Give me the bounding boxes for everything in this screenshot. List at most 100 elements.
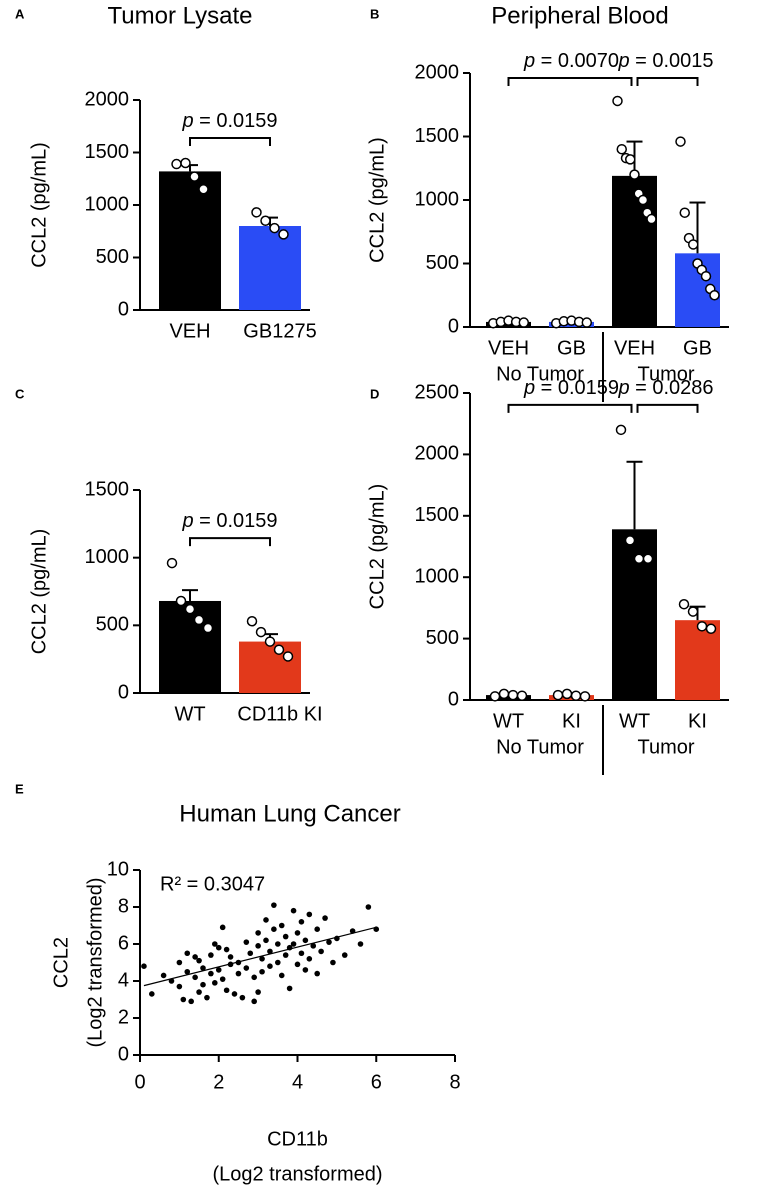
- data-point: [625, 154, 636, 165]
- y-tick-label: 1500: [415, 125, 460, 147]
- x-tick-label: 4: [292, 1071, 303, 1093]
- data-point: [298, 950, 305, 957]
- trendline: [143, 926, 377, 987]
- y-tick-label: 10: [107, 858, 129, 880]
- y-tick-label: 2000: [415, 61, 460, 83]
- data-point: [679, 207, 690, 218]
- data-point: [251, 998, 257, 1005]
- bar: [159, 171, 221, 310]
- p-value: p = 0.0286: [617, 377, 713, 399]
- data-point: [269, 222, 280, 234]
- x-axis-label: CD11b: [267, 1128, 328, 1150]
- data-point: [204, 994, 210, 1001]
- p-value: p = 0.0159: [181, 110, 277, 132]
- y-axis-label: CCL2 (pg/mL): [366, 137, 388, 263]
- data-point: [633, 553, 645, 565]
- data-point: [275, 941, 281, 947]
- y-tick-label: 0: [448, 688, 459, 710]
- data-point: [212, 941, 218, 947]
- y-axis-label: CCL2 (pg/mL): [366, 484, 388, 610]
- data-point: [176, 959, 183, 966]
- y-tick-label: 1000: [415, 565, 460, 587]
- y-axis-label: (Log2 transformed): [84, 877, 106, 1047]
- y-tick-label: 1500: [85, 478, 130, 500]
- data-point: [709, 290, 720, 301]
- significance-bracket: [507, 77, 633, 86]
- data-point: [306, 911, 313, 918]
- x-tick-label: VEH: [488, 337, 529, 359]
- y-tick-label: 8: [118, 895, 129, 917]
- data-point: [687, 606, 699, 617]
- x-tick-label: GB: [557, 337, 586, 359]
- data-point: [365, 904, 372, 910]
- data-point: [294, 961, 301, 968]
- group-label: Tumor: [637, 736, 694, 758]
- chart-title: Tumor Lysate: [108, 2, 253, 29]
- data-point: [322, 915, 328, 921]
- data-point: [188, 998, 194, 1005]
- x-tick-label: CD11b KI: [237, 703, 322, 725]
- y-tick-label: 2000: [85, 88, 130, 110]
- data-point: [310, 943, 317, 949]
- y-axis-label: CCL2: [50, 937, 72, 988]
- y-tick-label: 1000: [85, 546, 130, 568]
- data-point: [184, 603, 196, 615]
- data-point: [624, 535, 636, 546]
- data-point: [200, 965, 206, 971]
- y-tick-label: 2: [118, 1006, 129, 1028]
- data-point: [273, 644, 285, 655]
- data-point: [184, 968, 191, 975]
- p-value: p = 0.0015: [617, 50, 713, 72]
- y-tick-label: 2000: [415, 443, 460, 465]
- data-point: [149, 991, 155, 997]
- data-point: [255, 930, 261, 936]
- data-point: [255, 989, 261, 995]
- data-point: [200, 981, 206, 988]
- data-point: [282, 933, 289, 940]
- data-point: [227, 954, 234, 960]
- data-point: [215, 944, 222, 951]
- x-tick-label: WT: [493, 710, 524, 732]
- y-tick-label: 500: [96, 246, 129, 268]
- p-value: p = 0.0159: [523, 377, 619, 399]
- bar: [239, 641, 301, 693]
- data-point: [255, 943, 261, 949]
- data-point: [675, 136, 686, 147]
- data-point: [570, 690, 582, 701]
- data-point: [259, 956, 265, 962]
- y-tick-label: 1500: [415, 504, 460, 526]
- data-point: [239, 994, 246, 1001]
- data-point: [176, 983, 183, 990]
- data-point: [193, 614, 205, 626]
- data-point: [581, 317, 593, 328]
- bar: [612, 175, 657, 327]
- data-point: [267, 948, 273, 955]
- panel-letter: E: [15, 781, 24, 796]
- data-point: [290, 941, 297, 947]
- panel-letter: A: [15, 6, 25, 21]
- significance-bracket: [189, 537, 271, 547]
- group-label: No Tumor: [496, 363, 584, 385]
- data-point: [552, 689, 564, 701]
- data-point: [160, 972, 167, 979]
- p-value: p = 0.0070: [523, 50, 619, 72]
- data-point: [286, 985, 293, 992]
- y-tick-label: 500: [426, 627, 459, 649]
- significance-bracket: [189, 137, 271, 146]
- data-point: [247, 950, 254, 957]
- y-axis-label: CCL2 (pg/mL): [28, 142, 50, 268]
- x-tick-label: VEH: [169, 320, 210, 342]
- data-point: [243, 965, 250, 971]
- data-point: [326, 939, 332, 945]
- bar: [239, 226, 301, 310]
- data-point: [251, 974, 257, 981]
- data-point: [629, 169, 640, 180]
- data-point: [180, 996, 187, 1003]
- data-point: [696, 621, 708, 632]
- data-point: [275, 959, 281, 966]
- data-point: [208, 970, 214, 977]
- y-tick-label: 0: [448, 315, 459, 337]
- data-point: [561, 688, 573, 700]
- group-label: Tumor: [637, 363, 694, 385]
- data-point: [341, 952, 348, 958]
